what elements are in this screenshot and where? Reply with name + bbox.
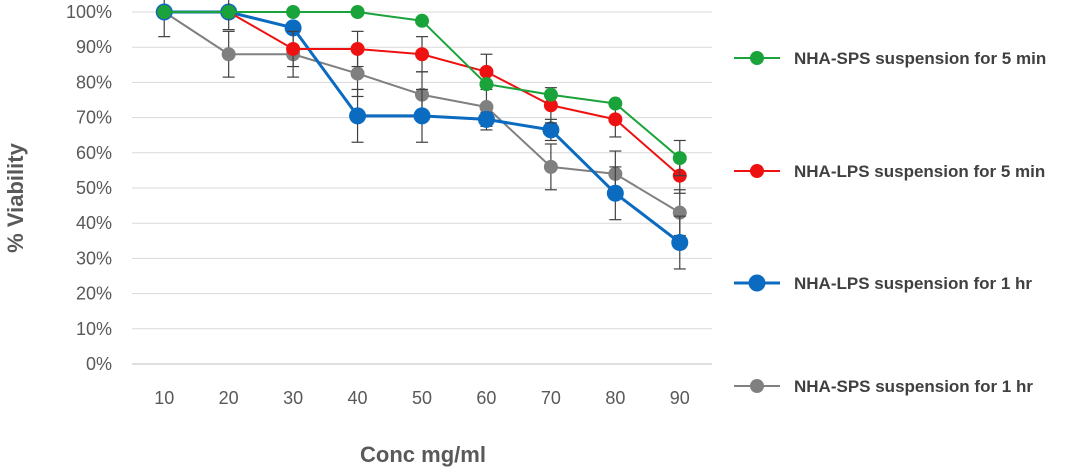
x-tick-label: 70	[541, 388, 561, 408]
legend-label: NHA-SPS suspension for 1 hr	[794, 377, 1033, 396]
legend-marker	[750, 51, 764, 65]
y-tick-label: 60%	[76, 143, 112, 163]
data-point	[608, 96, 623, 111]
data-point	[606, 184, 624, 202]
x-tick-label: 30	[283, 388, 303, 408]
data-point	[157, 5, 172, 19]
data-point	[350, 41, 365, 56]
data-point	[349, 107, 367, 125]
y-tick-label: 70%	[76, 108, 112, 128]
x-tick-label: 10	[154, 388, 174, 408]
data-point	[350, 5, 365, 19]
data-point	[284, 19, 302, 37]
legend-entry-3: NHA-LPS suspension for 1 hr	[734, 274, 1032, 293]
y-tick-label: 20%	[76, 284, 112, 304]
y-tick-label: 50%	[76, 178, 112, 198]
data-point	[479, 77, 494, 92]
x-tick-label: 80	[605, 388, 625, 408]
legend-marker	[748, 274, 766, 292]
data-point	[413, 107, 431, 125]
legend-label: NHA-LPS suspension for 1 hr	[794, 274, 1032, 293]
y-tick-label: 80%	[76, 72, 112, 92]
legend-entry-2: NHA-LPS suspension for 5 min	[734, 162, 1045, 181]
series-2	[157, 0, 687, 194]
legend-label: NHA-LPS suspension for 5 min	[794, 162, 1045, 181]
data-point	[479, 100, 494, 115]
x-tick-label: 50	[412, 388, 432, 408]
data-point	[671, 234, 689, 252]
data-point	[477, 110, 495, 128]
y-tick-label: 10%	[76, 319, 112, 339]
x-tick-labels: 10 20 30 40 50 60 70 80 90	[154, 388, 690, 408]
x-tick-label: 40	[348, 388, 368, 408]
data-point	[350, 66, 365, 81]
data-point	[543, 159, 558, 174]
data-point	[672, 151, 687, 166]
data-point	[415, 47, 429, 62]
legend-entry-4: NHA-SPS suspension for 1 hr	[734, 377, 1033, 396]
data-point	[415, 13, 429, 28]
data-point	[479, 64, 494, 79]
x-axis-title: Conc mg/ml	[360, 442, 486, 467]
data-point	[542, 121, 560, 139]
y-tick-label: 100%	[66, 2, 112, 22]
y-axis-title: % Viability	[3, 142, 28, 252]
x-tick-label: 20	[219, 388, 239, 408]
data-point	[286, 41, 301, 56]
legend-marker	[750, 164, 764, 178]
series-1	[157, 5, 687, 177]
legend-entry-1: NHA-SPS suspension for 5 min	[734, 49, 1046, 68]
data-point	[543, 98, 558, 113]
y-tick-label: 30%	[76, 248, 112, 268]
legend-label: NHA-SPS suspension for 5 min	[794, 49, 1046, 68]
y-tick-label: 90%	[76, 37, 112, 57]
y-tick-label: 40%	[76, 213, 112, 233]
data-series	[155, 0, 689, 270]
legend: NHA-SPS suspension for 5 min NHA-LPS susp…	[734, 49, 1046, 396]
x-tick-label: 90	[670, 388, 690, 408]
legend-marker	[750, 379, 764, 393]
data-point	[608, 112, 623, 127]
data-point	[221, 47, 236, 62]
y-tick-labels: 0% 10% 20% 30% 40% 50% 60% 70% 80% 90% 100%	[66, 2, 112, 374]
data-point	[221, 5, 236, 19]
x-tick-label: 60	[476, 388, 496, 408]
y-tick-label: 0%	[86, 354, 112, 374]
data-point	[543, 87, 558, 102]
data-point	[286, 5, 301, 19]
